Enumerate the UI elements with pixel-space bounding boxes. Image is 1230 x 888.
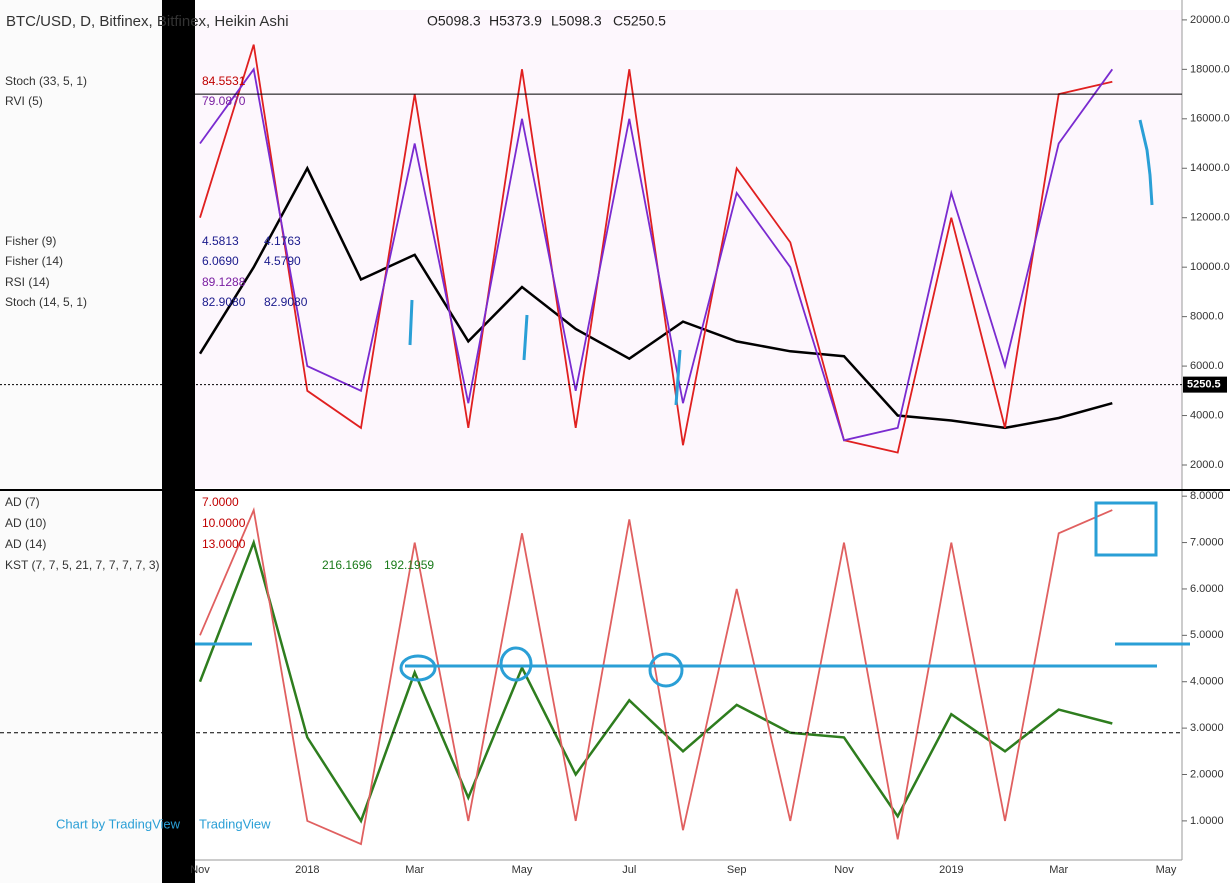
drawing-ellipse [499,646,533,682]
legend-name: RSI (14) [5,275,50,289]
y-tick-label: 5.0000 [1190,629,1224,641]
ohlc-value: C5250.5 [613,13,666,29]
top-pane [195,10,1182,488]
series-line [199,506,1113,846]
x-tick-label: Nov [190,864,210,876]
occluding-bar [162,0,195,883]
legend-value: 82.9080 [264,295,308,309]
legend-name: Fisher (14) [5,254,63,268]
legend-name: Stoch (14, 5, 1) [5,295,87,309]
legend-name: AD (14) [5,537,46,551]
y-tick-label: 8000.0 [1190,311,1224,323]
legend-value: 216.1696 [322,558,372,572]
y-tick-label: 4.0000 [1190,676,1224,688]
x-tick-label: Jul [622,864,636,876]
footer-watermark: TradingView [199,816,271,831]
price-tag-label: 5250.5 [1187,379,1221,391]
legend-value: 10.0000 [202,516,246,530]
legend-value: 4.1763 [264,234,301,248]
legend-name: AD (10) [5,516,46,530]
y-tick-label: 6000.0 [1190,360,1224,372]
y-tick-label: 1.0000 [1190,815,1224,827]
y-tick-label: 18000.0 [1190,63,1230,75]
x-tick-label: 2018 [295,864,319,876]
drawing-ellipse [399,654,437,682]
x-tick-label: 2019 [939,864,963,876]
series-line [198,538,1113,824]
ohlc-value: L5098.3 [551,13,602,29]
legend-value: 82.9080 [202,295,246,309]
ohlc-value: H5373.9 [489,13,542,29]
plot-layer [0,44,1182,846]
y-tick-label: 2000.0 [1190,459,1224,471]
y-tick-label: 7.0000 [1190,536,1224,548]
drawing-box [1094,501,1158,557]
x-tick-label: May [512,864,533,876]
x-tick-label: May [1156,864,1177,876]
legend-value: 84.5531 [202,74,246,88]
x-tick-label: Mar [405,864,424,876]
legend-value: 13.0000 [202,537,246,551]
legend-value: 7.0000 [202,495,239,509]
chart-title: BTC/USD, D, Bitfinex, Bitfinex, Heikin A… [6,13,289,30]
legend-value: 192.1959 [384,558,434,572]
y-tick-label: 2.0000 [1190,768,1224,780]
legend-value: 6.0690 [202,254,239,268]
legend-name: Fisher (9) [5,234,56,248]
y-tick-label: 12000.0 [1190,212,1230,224]
legend-column [0,0,162,883]
drawing-stroke [408,119,1154,406]
series-line [198,165,1113,430]
series-line [199,67,1114,442]
legend-name: Stoch (33, 5, 1) [5,74,87,88]
x-tick-label: Nov [834,864,854,876]
legend-name: RVI (5) [5,94,43,108]
y-tick-label: 8.0000 [1190,490,1224,502]
y-tick-label: 20000.0 [1190,14,1230,26]
legend-value: 89.1288 [202,275,246,289]
y-tick-label: 4000.0 [1190,409,1224,421]
legend-name: KST (7, 7, 5, 21, 7, 7, 7, 7, 3) [5,558,160,572]
legend-value: 4.5790 [264,254,301,268]
ohlc-value: O5098.3 [427,13,481,29]
price-tag [1183,376,1227,393]
legend-name: AD (7) [5,495,40,509]
y-tick-label: 14000.0 [1190,162,1230,174]
legend-value: 79.0870 [202,94,246,108]
y-tick-label: 6.0000 [1190,583,1224,595]
x-tick-label: Sep [727,864,747,876]
x-tick-label: Mar [1049,864,1068,876]
legend-value: 4.5813 [202,234,239,248]
y-tick-label: 10000.0 [1190,261,1230,273]
y-tick-label: 16000.0 [1190,113,1230,125]
y-tick-label: 3.0000 [1190,722,1224,734]
drawing-ellipse [648,652,684,688]
footer-brand: Chart by TradingView [56,816,181,831]
